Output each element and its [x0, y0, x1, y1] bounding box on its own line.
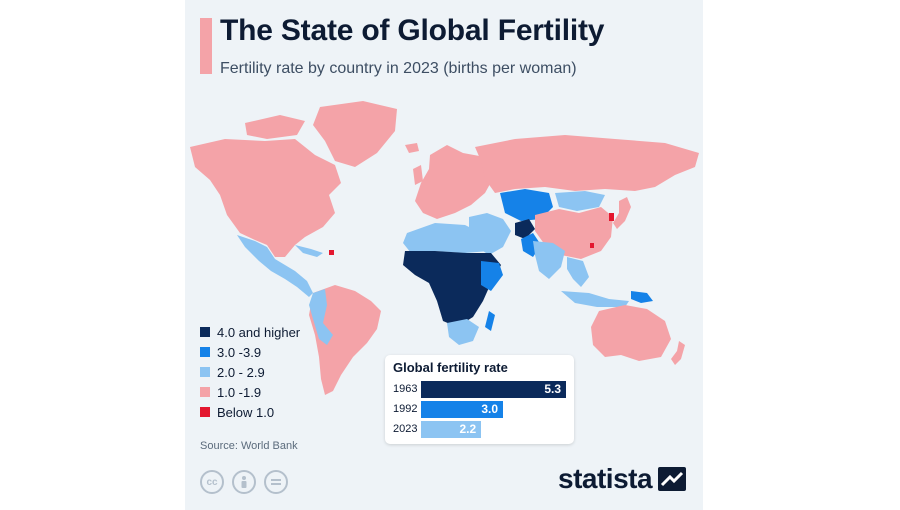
- title-accent-bar: [200, 18, 212, 74]
- legend-item: 4.0 and higher: [200, 322, 300, 342]
- no-derivatives-icon[interactable]: [264, 470, 288, 494]
- license-icons: cc: [200, 470, 288, 494]
- map-greenland: [313, 101, 397, 167]
- legend-label: 4.0 and higher: [217, 324, 301, 340]
- statista-mark-icon: [658, 467, 687, 491]
- map-south-america: [309, 285, 381, 395]
- legend-label: 3.0 -3.9: [217, 344, 262, 360]
- inset-value-label: 2.2: [459, 422, 477, 436]
- map-central-asia: [500, 189, 553, 221]
- inset-row: 2023 2.2: [393, 419, 566, 439]
- inset-bar-track: 3.0: [421, 400, 566, 418]
- map-new-zealand: [671, 341, 685, 365]
- inset-row: 1963 5.3: [393, 379, 566, 399]
- map-puerto-rico: [329, 250, 334, 255]
- legend-swatch: [200, 387, 210, 397]
- inset-bar: 3.0: [421, 400, 504, 418]
- map-central-america: [237, 235, 313, 297]
- inset-bar: 2.2: [421, 420, 482, 438]
- world-map: [190, 101, 699, 395]
- map-russia: [475, 135, 699, 193]
- map-uk: [413, 165, 423, 185]
- statista-logo[interactable]: statista: [558, 463, 687, 495]
- person-icon: [241, 476, 247, 488]
- legend-label: 1.0 -1.9: [217, 384, 262, 400]
- map-iceland: [405, 143, 419, 153]
- map-madagascar: [485, 311, 495, 331]
- map-papua-new-guinea: [631, 291, 653, 303]
- map-europe: [415, 145, 495, 219]
- legend-label: Below 1.0: [217, 404, 275, 420]
- map-australia: [591, 305, 671, 361]
- map-north-america: [190, 139, 341, 257]
- map-japan: [613, 197, 631, 229]
- map-east-africa: [481, 261, 503, 291]
- inset-value-label: 3.0: [481, 402, 499, 416]
- inset-title: Global fertility rate: [393, 360, 508, 375]
- map-arctic-islands: [245, 115, 305, 139]
- equals-icon: [271, 479, 281, 485]
- inset-value-label: 5.3: [544, 382, 561, 396]
- legend-swatch: [200, 327, 210, 337]
- map-south-asia: [533, 241, 565, 279]
- map-mongolia: [555, 191, 605, 211]
- source-note: Source: World Bank: [200, 440, 298, 452]
- map-southeast-asia: [561, 257, 629, 307]
- map-north-africa: [403, 223, 489, 253]
- inset-year-label: 1992: [393, 403, 418, 415]
- legend-label: 2.0 - 2.9: [217, 364, 265, 380]
- inset-year-label: 1963: [393, 383, 418, 395]
- inset-row: 1992 3.0: [393, 399, 566, 419]
- map-andes: [309, 289, 333, 345]
- legend-swatch: [200, 407, 210, 417]
- creative-commons-icon[interactable]: cc: [200, 470, 224, 494]
- map-sub-saharan-africa: [403, 251, 501, 327]
- map-southern-africa: [447, 319, 479, 345]
- attribution-icon[interactable]: [232, 470, 256, 494]
- global-fertility-inset: Global fertility rate 1963 5.3 1992 3.0 …: [385, 355, 574, 444]
- page-subtitle: Fertility rate by country in 2023 (birth…: [220, 60, 577, 77]
- logo-text: statista: [558, 463, 653, 494]
- legend-swatch: [200, 367, 210, 377]
- legend-item: 3.0 -3.9: [200, 342, 300, 362]
- map-legend: 4.0 and higher 3.0 -3.9 2.0 - 2.9 1.0 -1…: [200, 322, 300, 422]
- legend-item: Below 1.0: [200, 402, 300, 422]
- map-south-korea: [609, 213, 614, 221]
- legend-item: 2.0 - 2.9: [200, 362, 300, 382]
- page-title: The State of Global Fertility: [220, 14, 605, 47]
- legend-item: 1.0 -1.9: [200, 382, 300, 402]
- legend-swatch: [200, 347, 210, 357]
- inset-bar: 5.3: [421, 380, 566, 398]
- inset-bar-track: 2.2: [421, 420, 566, 438]
- map-caribbean: [295, 245, 323, 257]
- inset-year-label: 2023: [393, 423, 418, 435]
- map-afghanistan: [515, 219, 535, 239]
- map-taiwan: [590, 243, 594, 248]
- inset-bar-track: 5.3: [421, 380, 566, 398]
